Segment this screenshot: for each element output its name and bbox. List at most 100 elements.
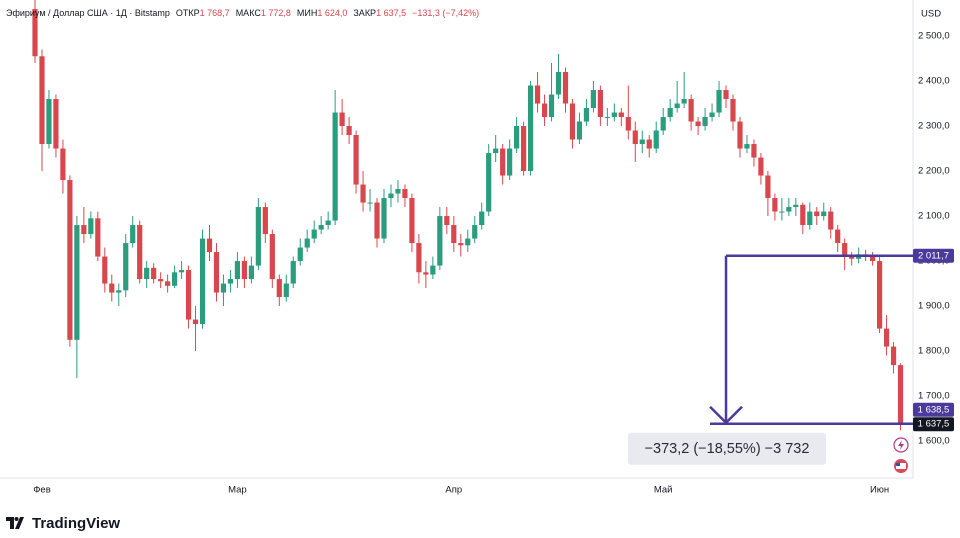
y-tick-label: 1 900,0	[918, 301, 950, 312]
ohlc-value: 1 624,0	[317, 8, 347, 18]
candle-body	[569, 103, 576, 140]
y-tick-label: 1 800,0	[918, 346, 950, 357]
candle-body	[46, 99, 52, 145]
y-tick-label: 1 600,0	[918, 436, 950, 447]
ohlc-name: ОТКР	[176, 8, 200, 18]
candle-body	[269, 234, 275, 280]
candle-body	[493, 148, 499, 154]
candle-body	[590, 90, 596, 109]
candle-body	[283, 283, 289, 298]
candle-body	[353, 135, 359, 185]
candle-body	[318, 225, 324, 230]
ohlc-value: 1 772,8	[261, 8, 291, 18]
candle-body	[297, 247, 303, 262]
alert-icon[interactable]	[893, 437, 909, 453]
candle-body	[472, 225, 478, 239]
candle-body	[81, 225, 87, 235]
measure-to-tag: 1 638,5	[918, 404, 950, 415]
candle-body	[374, 202, 380, 239]
candle-body	[32, 9, 38, 57]
candle-body	[514, 126, 520, 149]
candle-body	[234, 261, 241, 280]
event-icon[interactable]	[894, 459, 908, 473]
candle-body	[576, 121, 583, 140]
candle-body	[702, 117, 708, 127]
candle-body	[479, 211, 485, 226]
candle-body	[332, 112, 338, 221]
candle-body	[653, 130, 659, 149]
candle-body	[199, 238, 206, 325]
last-price-tag: 1 637,5	[918, 419, 950, 430]
candle-body	[304, 238, 310, 248]
measure-label: −373,2 (−18,55%) −3 732	[645, 441, 810, 457]
candle-body	[534, 85, 541, 104]
brand-name: TradingView	[32, 515, 120, 532]
candle-body	[381, 198, 387, 239]
candle-body	[262, 207, 268, 235]
candle-body	[53, 99, 59, 149]
candle-body	[639, 139, 645, 145]
candle-body	[178, 270, 185, 273]
candle-body	[828, 211, 834, 230]
candle-body	[548, 94, 555, 118]
symbol-title: Эфириум / Доллар США · 1Д · Bitstamp	[6, 8, 170, 18]
x-tick-label: Май	[654, 485, 673, 496]
candle-body	[814, 211, 820, 217]
candle-body	[102, 256, 108, 284]
measure-arrow-head	[709, 405, 743, 425]
candle-body	[144, 267, 150, 280]
candle-body	[842, 243, 848, 257]
candle-body	[185, 270, 192, 320]
candle-body	[793, 204, 799, 208]
measure-from-tag-box	[913, 248, 954, 263]
candle-body	[772, 198, 778, 212]
candle-body	[660, 117, 666, 131]
plot-area	[32, 0, 904, 431]
candle-body	[402, 189, 408, 199]
candle-body	[388, 193, 394, 199]
y-tick-label: 2 400,0	[918, 76, 950, 87]
candle-body	[890, 346, 897, 366]
ohlc-name: МИН	[297, 8, 317, 18]
candle-body	[311, 229, 317, 239]
candle-body	[220, 283, 227, 293]
candle-body	[290, 261, 296, 284]
candle-body	[430, 265, 436, 275]
candle-body	[123, 243, 129, 291]
candle-body	[751, 144, 757, 158]
candle-body	[695, 121, 701, 127]
chart-header: Эфириум / Доллар США · 1Д · Bitstamp ОТКР…	[6, 8, 479, 18]
candle-body	[346, 126, 352, 136]
candle-body	[583, 108, 590, 122]
candle-body	[444, 216, 450, 226]
change-value: −131,3 (−7,42%)	[412, 8, 479, 18]
candle-body	[409, 198, 415, 244]
candle-body	[416, 243, 422, 273]
candle-body	[897, 365, 904, 425]
x-tick-label: Мар	[228, 485, 247, 496]
candle-body	[541, 103, 548, 118]
candle-body	[172, 272, 178, 286]
y-tick-label: 2 500,0	[918, 31, 950, 42]
candle-body	[227, 279, 234, 284]
candle-body	[500, 148, 506, 176]
candle-body	[849, 256, 855, 259]
candle-body	[88, 218, 94, 235]
candle-body	[241, 261, 247, 280]
candle-body	[486, 153, 492, 212]
candle-body	[248, 265, 254, 280]
candle-body	[255, 207, 261, 266]
candle-body	[667, 108, 673, 118]
candle-body	[521, 126, 527, 172]
candle-body	[151, 267, 157, 280]
candle-body	[130, 225, 136, 244]
candle-body	[835, 229, 841, 244]
candle-body	[465, 238, 471, 246]
candle-body	[437, 216, 443, 266]
candle-body	[339, 112, 345, 127]
candle-body	[74, 225, 80, 340]
candle-body	[779, 211, 785, 213]
candle-body	[206, 238, 213, 253]
candle-body	[821, 211, 827, 217]
